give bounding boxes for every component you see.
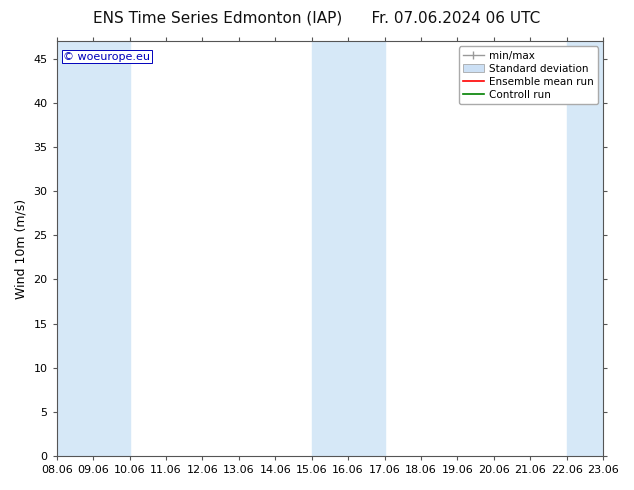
Legend: min/max, Standard deviation, Ensemble mean run, Controll run: min/max, Standard deviation, Ensemble me…	[459, 47, 598, 104]
Text: © woeurope.eu: © woeurope.eu	[63, 51, 150, 62]
Bar	[312, 41, 348, 456]
Bar	[56, 41, 93, 456]
Y-axis label: Wind 10m (m/s): Wind 10m (m/s)	[15, 198, 28, 299]
Bar	[93, 41, 129, 456]
Bar	[567, 41, 603, 456]
Bar	[348, 41, 385, 456]
Text: ENS Time Series Edmonton (IAP)      Fr. 07.06.2024 06 UTC: ENS Time Series Edmonton (IAP) Fr. 07.06…	[93, 11, 541, 26]
